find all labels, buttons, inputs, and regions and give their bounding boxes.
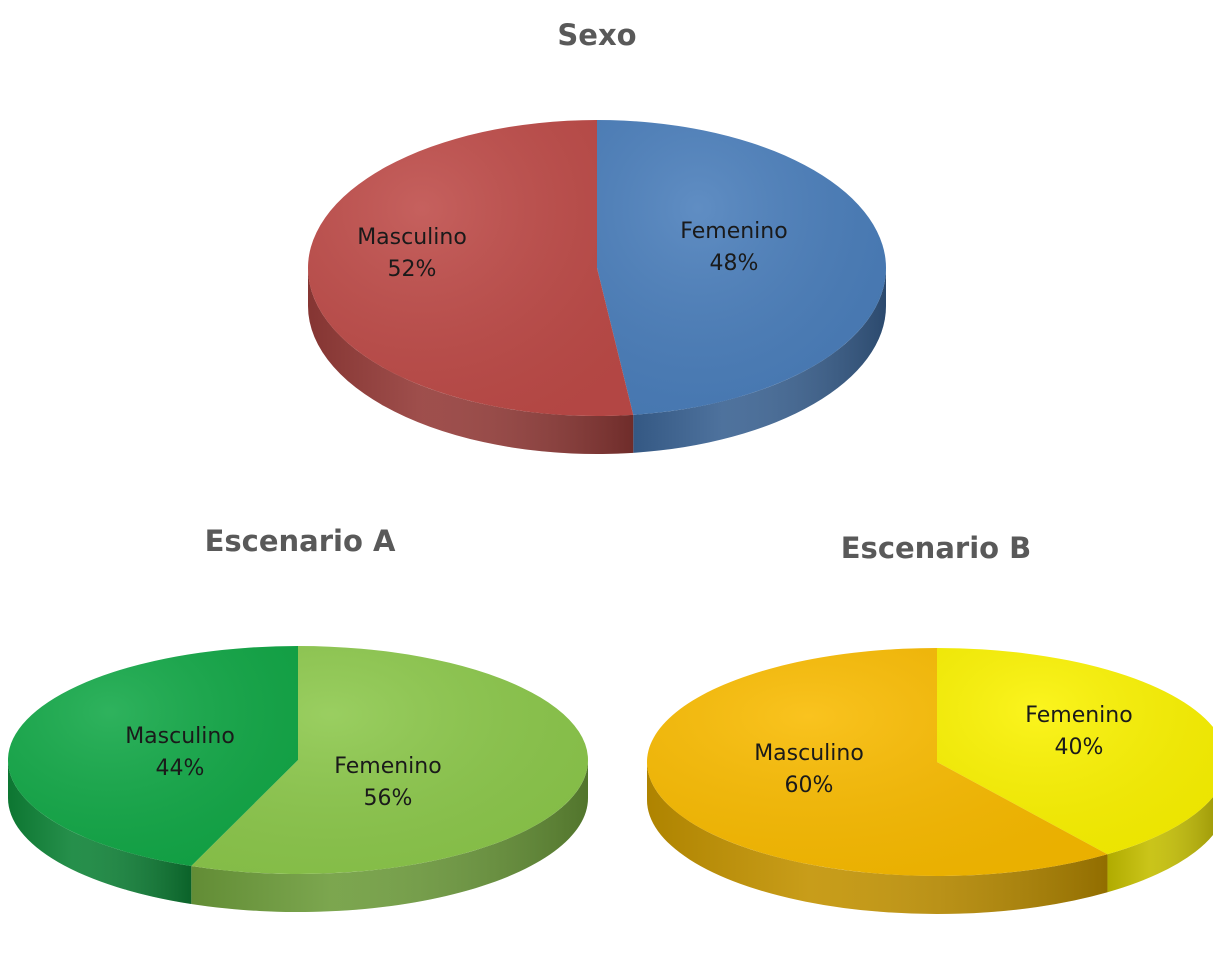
side-shade-0-1 <box>308 268 634 455</box>
slice-name-1-0: Femenino <box>334 754 441 779</box>
slice-pct-1-0: 56% <box>364 786 413 811</box>
slice-name-0-1: Masculino <box>357 225 467 250</box>
slice-pct-1-1: 44% <box>156 756 205 781</box>
slice-pct-0-1: 52% <box>388 257 437 282</box>
chart-title-escenario-b: Escenario B <box>840 531 1032 565</box>
chart-title-sexo: Sexo <box>557 18 637 52</box>
slice-name-1-1: Masculino <box>125 724 235 749</box>
pie-slice-shine-2-0 <box>937 648 1213 855</box>
pie-slice-shine-1-0 <box>191 646 588 874</box>
slice-name-2-0: Femenino <box>1025 703 1132 728</box>
slice-name-0-0: Femenino <box>680 219 787 244</box>
slice-pct-2-0: 40% <box>1055 735 1104 760</box>
pie-slice-shine-0-0 <box>597 120 887 415</box>
pie-slice-shine-1-1 <box>7 646 299 866</box>
slice-name-2-1: Masculino <box>754 741 864 766</box>
side-shade-2-0 <box>1107 796 1213 893</box>
side-shade-1-1 <box>8 760 192 904</box>
chart-title-escenario-a: Escenario A <box>204 524 396 558</box>
slice-pct-0-0: 48% <box>710 251 759 276</box>
pie-slice-shine-2-1 <box>647 648 1108 876</box>
side-shade-0-0 <box>633 268 886 453</box>
side-shade-1-0 <box>191 760 588 913</box>
slice-pct-2-1: 60% <box>785 773 834 798</box>
pie-slice-shine-0-1 <box>308 120 634 416</box>
side-shade-2-1 <box>647 762 1108 914</box>
